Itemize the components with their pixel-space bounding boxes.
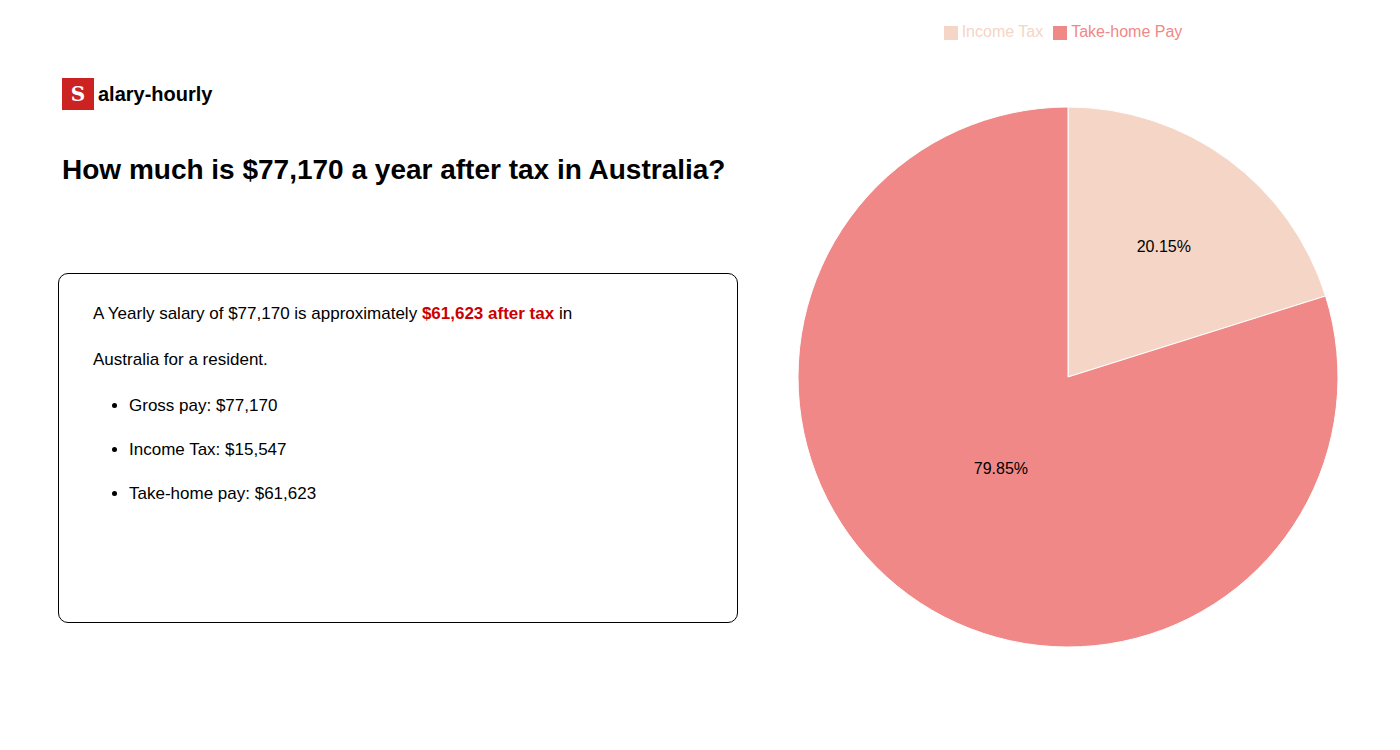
html-text:Take-home Pay: Take-home Pay [1071,23,1183,40]
html-text:Income Tax: $15,547: Income Tax: $15,547 [129,440,287,459]
html-text:A Yearly salary of $77,170 is: A Yearly salary of $77,170 is approximat… [93,304,573,323]
svg-text:79.85%: 79.85% [974,460,1028,477]
svg-text:20.15%: 20.15% [1137,238,1191,255]
html-text:Take-home pay: $61,623: Take-home pay: $61,623 [129,484,317,503]
html-text:Income Tax: Income Tax [961,23,1044,40]
html-text:S: S [70,82,86,106]
html-text:Australia for a resident.: Australia for a resident. [93,350,268,369]
html-text:How much is $77,170 a year aft: How much is $77,170 a year after tax in … [62,154,726,185]
html-text:alary-hourly: alary-hourly [98,82,213,105]
html-text:Gross pay: $77,170: Gross pay: $77,170 [129,396,278,415]
